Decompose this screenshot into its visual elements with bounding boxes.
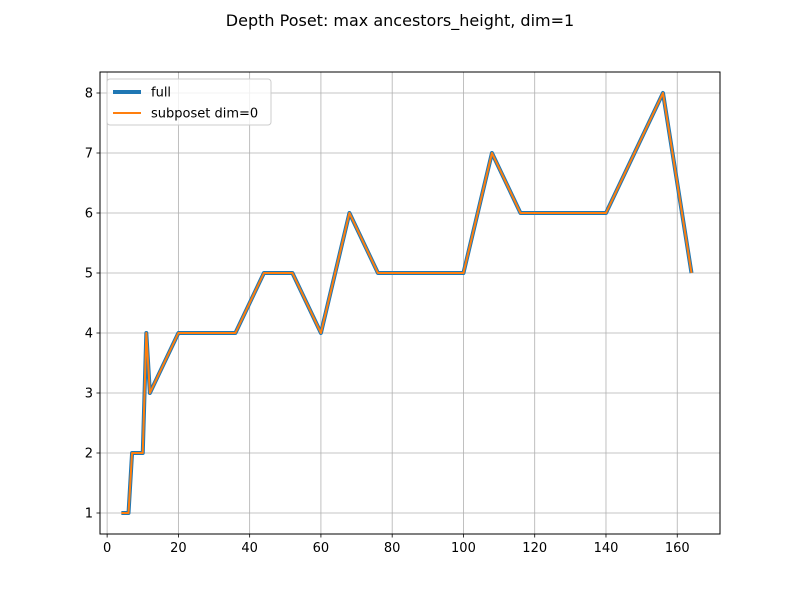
grid <box>100 72 720 534</box>
legend-label: subposet dim=0 <box>151 107 258 122</box>
y-tick-label: 7 <box>85 147 93 162</box>
x-tick-label: 60 <box>313 541 330 556</box>
x-tick-label: 20 <box>170 541 187 556</box>
legend: full subposet dim=0 <box>106 78 272 126</box>
y-tick-label: 3 <box>85 387 93 402</box>
y-tick-label: 8 <box>85 87 93 102</box>
y-tick-label: 5 <box>85 267 93 282</box>
x-tick-label: 100 <box>451 541 476 556</box>
x-tick-label: 160 <box>665 541 690 556</box>
x-tick-label: 80 <box>384 541 401 556</box>
series-line-subposet-dim-0 <box>121 92 693 514</box>
x-tick-label: 140 <box>594 541 619 556</box>
legend-label: full <box>151 86 171 101</box>
x-tick-label: 0 <box>103 541 111 556</box>
chart-title: Depth Poset: max ancestors_height, dim=1 <box>226 11 574 31</box>
y-tick-label: 2 <box>85 447 93 462</box>
y-tick-label: 6 <box>85 207 93 222</box>
axis-ticks: 0 20 40 60 80 100 120 140 160 1 2 3 4 5 6 7 8 <box>85 87 690 557</box>
y-tick-label: 1 <box>85 507 93 522</box>
x-tick-label: 40 <box>241 541 258 556</box>
plot-frame <box>99 71 721 535</box>
y-tick-label: 4 <box>85 327 93 342</box>
x-tick-label: 120 <box>522 541 547 556</box>
series-lines <box>121 91 694 515</box>
legend-box <box>106 78 272 126</box>
